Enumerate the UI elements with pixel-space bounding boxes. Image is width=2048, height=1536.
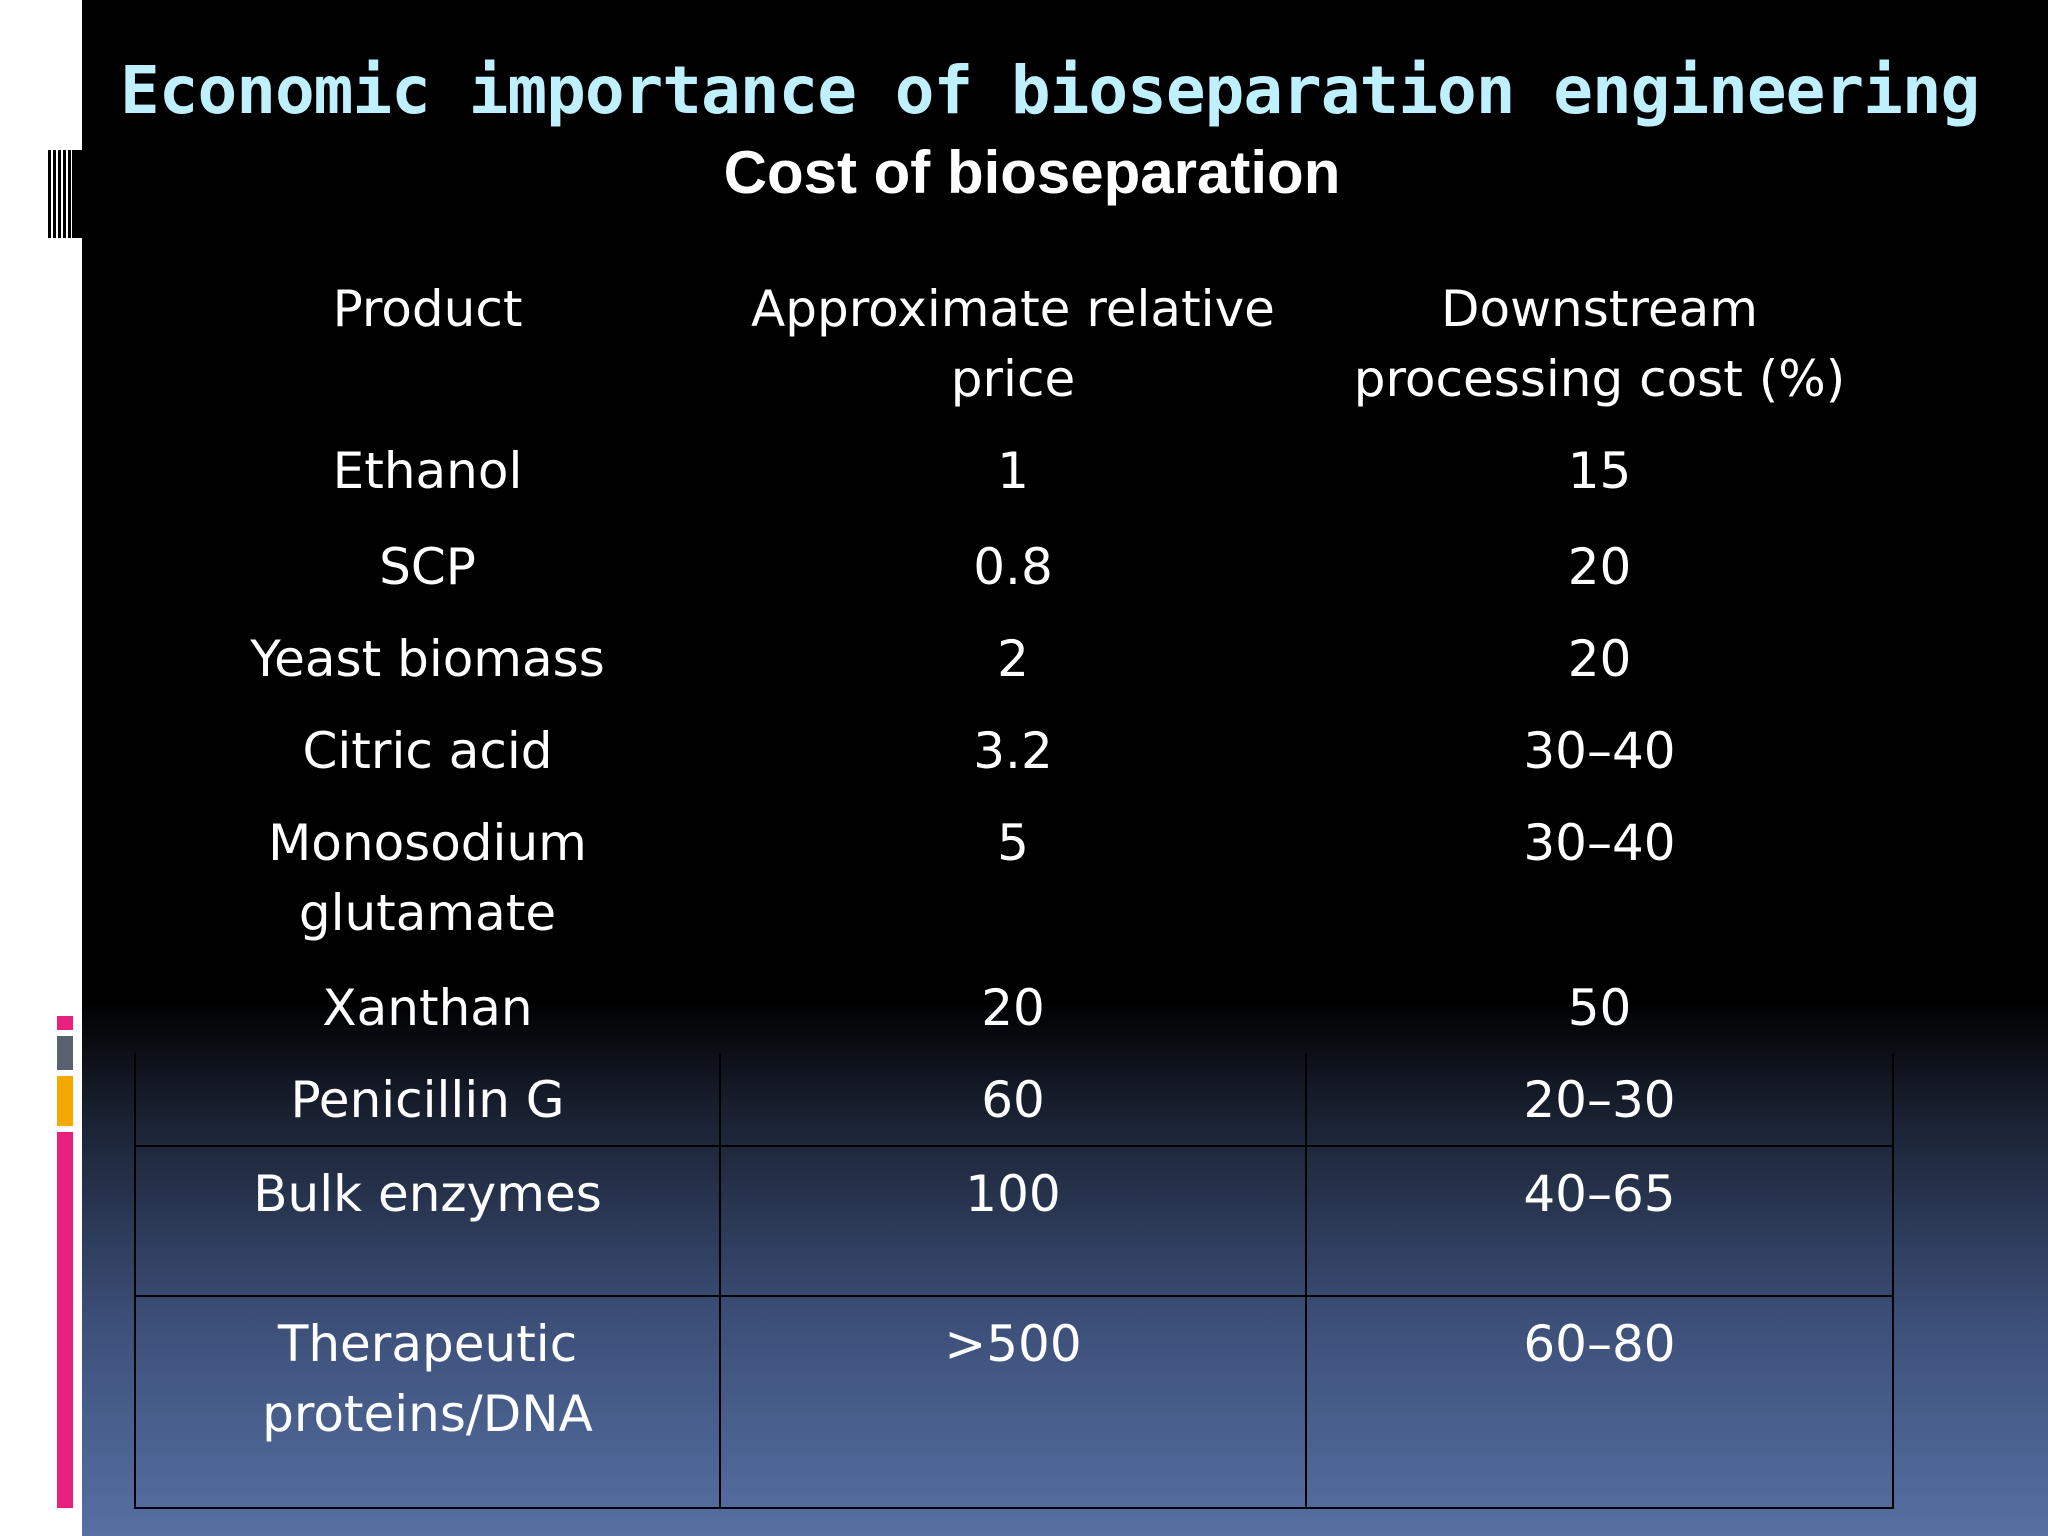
cell-price: 2: [997, 630, 1029, 688]
table-row: Monosodium glutamate 5 30–40: [135, 796, 1893, 961]
cell-price: 60: [719, 1053, 1307, 1147]
cell-cost: 20–30: [1305, 1053, 1894, 1147]
cell-price: 1: [997, 442, 1029, 500]
table-row: Citric acid 3.2 30–40: [135, 704, 1893, 796]
table-row: Yeast biomass 2 20: [135, 612, 1893, 704]
decor-bar-gray: [57, 1036, 73, 1070]
table-row: Xanthan 20 50: [135, 961, 1893, 1053]
cell-cost: 20: [1567, 630, 1632, 688]
cell-cost: 30–40: [1523, 722, 1676, 780]
table-header-row: Product Approximate relative price Downs…: [135, 262, 1893, 430]
header-product: Product: [332, 280, 523, 338]
cell-cost: 15: [1567, 442, 1632, 500]
table-row: Ethanol 1 15: [135, 430, 1893, 520]
table-row: Penicillin G 60 20–30: [134, 1053, 1894, 1147]
slide-title: Economic importance of bioseparation eng…: [120, 52, 1980, 129]
table-row: Bulk enzymes 100 40–65: [134, 1145, 1894, 1297]
header-price: Approximate relative price: [751, 280, 1275, 408]
cell-product: Xanthan: [322, 979, 533, 1037]
decor-bar-pink-long: [57, 1132, 73, 1508]
cell-product: Yeast biomass: [250, 630, 605, 688]
cell-product: Ethanol: [332, 442, 523, 500]
slide-subtitle: Cost of bioseparation: [723, 139, 1341, 206]
cell-price: 20: [981, 979, 1045, 1037]
cell-product: Bulk enzymes: [134, 1145, 721, 1297]
cell-cost: 60–80: [1305, 1295, 1894, 1509]
cell-cost: 40–65: [1305, 1145, 1894, 1297]
cell-product: SCP: [379, 538, 476, 596]
cell-price: 0.8: [973, 538, 1053, 596]
cell-product: Penicillin G: [134, 1053, 721, 1147]
cell-price: 100: [719, 1145, 1307, 1297]
decor-bar-amber: [57, 1076, 73, 1126]
cell-product: Monosodium glutamate: [268, 814, 587, 942]
cell-price: 3.2: [973, 722, 1053, 780]
decor-bar-pink-small: [57, 1016, 73, 1030]
cell-cost: 50: [1567, 979, 1632, 1037]
cell-price: 5: [997, 814, 1029, 872]
decor-stripes-edge: [72, 150, 82, 238]
header-cost: Downstream processing cost (%): [1353, 280, 1846, 408]
cell-product: Citric acid: [302, 722, 553, 780]
cell-price: >500: [719, 1295, 1307, 1509]
cost-table: Product Approximate relative price Downs…: [134, 262, 1894, 1509]
table-row: Therapeutic proteins/DNA >500 60–80: [134, 1295, 1894, 1509]
table-row: SCP 0.8 20: [135, 520, 1893, 612]
cell-product: Therapeutic proteins/DNA: [134, 1295, 721, 1509]
cell-cost: 30–40: [1523, 814, 1676, 872]
cell-cost: 20: [1567, 538, 1632, 596]
